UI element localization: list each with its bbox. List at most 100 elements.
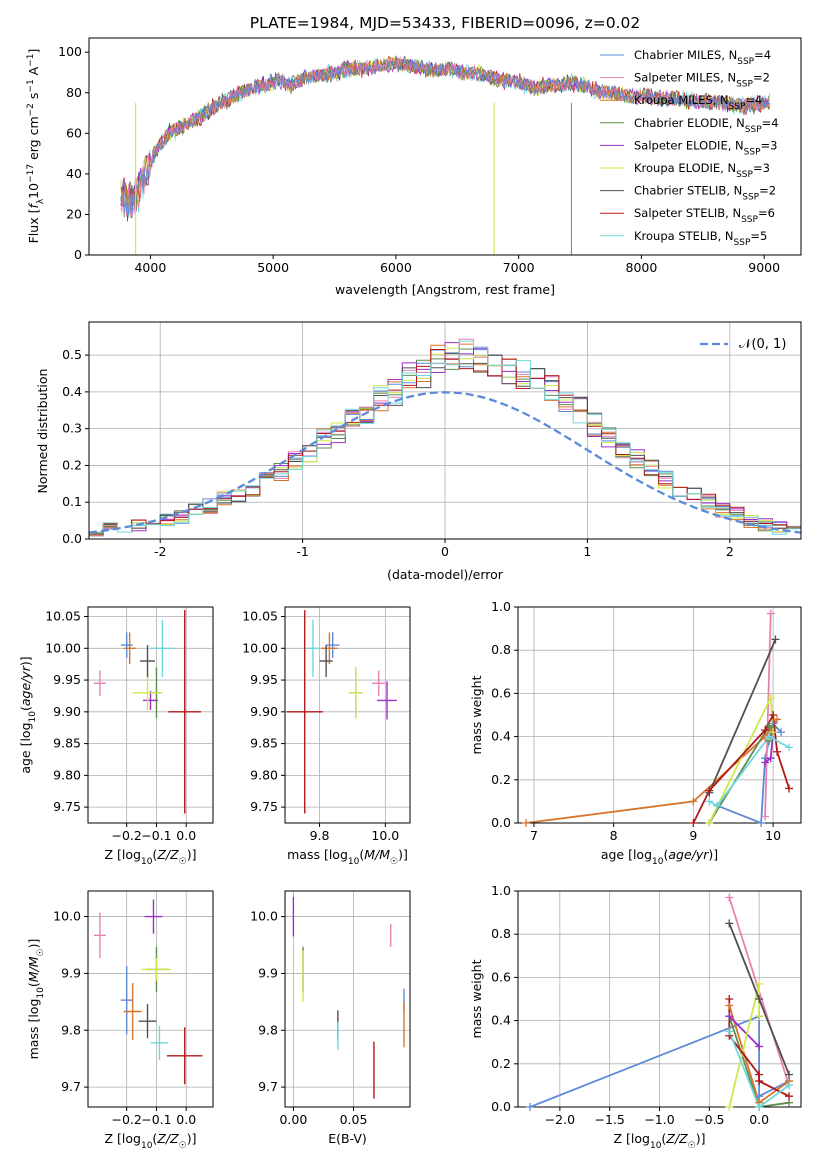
label-part: =6 <box>758 206 775 220</box>
x-tick-label: −0.1 <box>141 828 171 843</box>
y-tick-label: 0.0 <box>491 1099 511 1114</box>
label-part: 10 <box>26 183 41 199</box>
weight-marker <box>757 819 766 827</box>
label-part: ( <box>661 1131 666 1146</box>
plot-area <box>525 613 790 823</box>
label-part: 10 <box>348 857 360 867</box>
y-tick-label: 0.4 <box>491 729 511 744</box>
spectrum-panel: 4000 5000 6000 7000 8000 9000 0 20 40 60 80 100 wave… <box>26 37 802 297</box>
y-tick-label: 0.6 <box>491 969 511 984</box>
plot-area <box>286 610 397 814</box>
label-part: Normed distribution <box>35 369 50 494</box>
weight-marker <box>705 797 714 806</box>
legend-entry: Kroupa STELIB, NSSP=5 <box>634 229 767 248</box>
x-tick-label: −0.2 <box>112 828 142 843</box>
axes-frame <box>87 606 214 824</box>
label-part: −1 <box>26 53 36 66</box>
label-part: ☉ <box>688 1141 696 1151</box>
weight-line <box>708 735 790 807</box>
weight-marker <box>773 715 782 724</box>
weight-marker <box>689 819 698 827</box>
y-tick-label: 1.0 <box>491 599 511 614</box>
label-part: A <box>26 66 41 79</box>
y-tick-label: 9.8 <box>61 1022 81 1037</box>
y-tick-label: 0.2 <box>62 457 82 472</box>
label-part: −17 <box>26 164 36 183</box>
legend-entry: Salpeter STELIB, NSSP=6 <box>634 206 775 225</box>
age-vs-metallicity-panel: −0.2 −0.1 0.0 9.75 9.80 9.85 9.90 9.95 10.00 10.0… <box>18 606 214 867</box>
weight-marker <box>725 1012 734 1021</box>
axes-frame <box>87 890 214 1108</box>
x-tick-label: 0.0 <box>749 1112 769 1127</box>
label-part: =4 <box>762 116 779 130</box>
weight-line <box>764 613 772 817</box>
y-tick-label: 0.0 <box>491 815 511 830</box>
y-tick-label: 10.05 <box>45 609 81 624</box>
x-tick-label: 8000 <box>626 260 658 275</box>
y-tick-label: 9.90 <box>53 704 81 719</box>
label-part: Chabrier MILES, N <box>634 48 737 62</box>
label-part: age [log <box>601 847 652 862</box>
x-axis-label: E(B-V) <box>328 1131 367 1146</box>
y-axis-label: Flux [fλ10−17 erg cm−2 s−1 A−1] <box>26 49 46 244</box>
x-axis-label: wavelength [Angstrom, rest frame] <box>335 282 555 297</box>
y-tick-label: 9.95 <box>53 672 81 687</box>
label-part: mass [log <box>287 847 348 862</box>
x-tick-label: 4000 <box>134 260 166 275</box>
label-part: −2 <box>26 103 36 116</box>
weight-marker <box>725 1027 734 1036</box>
weight-marker <box>785 1070 794 1079</box>
label-part: erg cm <box>26 116 41 164</box>
weight-marker <box>766 609 775 618</box>
x-tick-label: 5000 <box>257 260 289 275</box>
weight-line <box>728 1015 760 1048</box>
x-tick-label: -1 <box>296 544 308 559</box>
label-part: mass [log <box>26 999 41 1060</box>
weight-marker <box>761 812 770 821</box>
y-tick-label: 9.85 <box>53 736 81 751</box>
x-tick-label: −1.5 <box>594 1112 624 1127</box>
y-tick-label: 0.2 <box>491 772 511 787</box>
plot-area <box>89 338 801 539</box>
x-axis-label: (data-model)/error <box>387 567 504 582</box>
label-part: ☉ <box>390 857 398 867</box>
y-tick-label: 10.05 <box>242 609 278 624</box>
label-part: Z/Z <box>156 1131 179 1146</box>
label-part: Z [log <box>105 847 141 862</box>
weight-marker <box>755 1103 764 1111</box>
y-axis-label: mass weight <box>469 959 484 1038</box>
x-tick-label: 0.0 <box>176 1112 196 1127</box>
label-part: )] <box>398 847 408 862</box>
label-part: E(B-V) <box>328 1131 367 1146</box>
label-part: SSP <box>737 57 754 67</box>
weight-marker <box>765 732 774 741</box>
x-tick-label: 7000 <box>503 260 535 275</box>
y-tick-label: 9.90 <box>250 704 278 719</box>
weight-marker <box>755 1012 764 1021</box>
label-part: =3 <box>761 138 778 152</box>
label-part: wavelength [Angstrom, rest frame] <box>335 282 555 297</box>
weight-marker <box>777 728 786 737</box>
label-part: )] <box>187 847 197 862</box>
label-part: ( <box>26 982 41 987</box>
weight-marker <box>785 784 794 793</box>
label-part: 10 <box>28 711 38 723</box>
weight-vs-metallicity-panel: −2.0 −1.5 −1.0 −0.5 0.0 0.0 0.2 0.4 0.6 0.8 1.0 Z [… <box>469 883 802 1151</box>
label-part: −1 <box>26 79 36 92</box>
label-part: Z [log <box>614 1131 650 1146</box>
label-part: )] <box>26 939 41 949</box>
y-tick-label: 0.2 <box>491 1056 511 1071</box>
weight-marker <box>521 819 530 827</box>
weight-marker <box>766 693 775 702</box>
legend-entry: Chabrier STELIB, NSSP=2 <box>634 184 776 203</box>
x-tick-label: 9000 <box>748 260 780 275</box>
plot-area <box>93 610 202 814</box>
weight-line <box>692 711 790 823</box>
label-part: λ <box>36 198 46 204</box>
weight-marker <box>725 1103 734 1111</box>
weight-marker <box>785 743 794 752</box>
x-tick-label: −0.2 <box>112 1112 142 1127</box>
label-part: ☉ <box>179 857 187 867</box>
